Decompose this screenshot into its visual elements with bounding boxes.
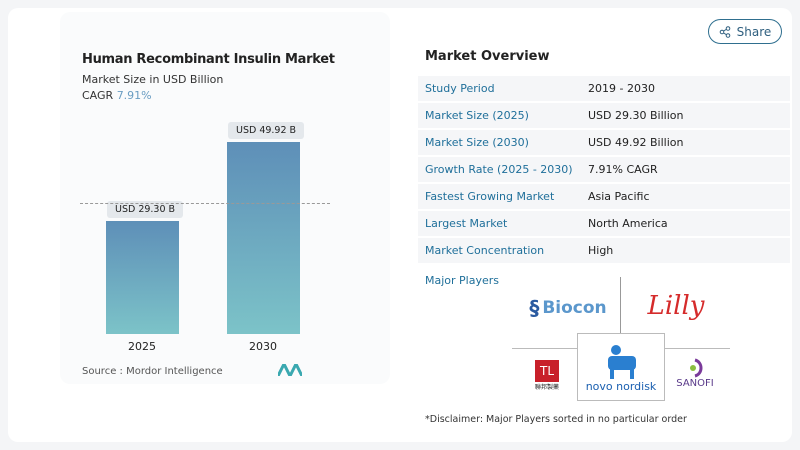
cagr-label: CAGR: [82, 89, 114, 102]
apis-bull-icon: [608, 344, 636, 379]
overview-title: Market Overview: [425, 49, 550, 64]
biocon-logo: § Biocon: [529, 296, 607, 320]
row-value: USD 49.92 Billion: [588, 136, 684, 149]
row-key: Fastest Growing Market: [425, 190, 555, 203]
lilly-logo: Lilly: [647, 291, 705, 321]
novo-nordisk-logo: novo nordisk: [580, 338, 662, 398]
row-value: Asia Pacific: [588, 190, 650, 203]
row-key: Market Size (2030): [425, 136, 529, 149]
row-key: Market Concentration: [425, 244, 545, 257]
data-label: USD 49.92 B: [228, 122, 305, 139]
bar-2030: [227, 142, 300, 334]
sanofi-logo: SANOFI: [670, 352, 720, 394]
row-value: High: [588, 244, 614, 257]
row-key: Growth Rate (2025 - 2030): [425, 163, 573, 176]
row-value: USD 29.30 Billion: [588, 109, 684, 122]
share-label: Share: [736, 24, 772, 39]
row-value: 7.91% CAGR: [588, 163, 658, 176]
row-key: Study Period: [425, 82, 495, 95]
divider: [620, 277, 621, 344]
overview-row: Market Concentration High: [418, 236, 790, 263]
chart-subtitle: Market Size in USD Billion: [82, 73, 224, 86]
sanofi-bird-icon: [690, 358, 703, 377]
mordor-logo-icon: [278, 364, 302, 376]
share-icon: [719, 25, 730, 38]
share-button[interactable]: Share: [708, 19, 782, 44]
overview-row: Fastest Growing Market Asia Pacific: [418, 182, 790, 209]
x-tick-label: 2030: [249, 340, 277, 353]
overview-row: Market Size (2025) USD 29.30 Billion: [418, 101, 790, 128]
bar-2025: [106, 221, 179, 334]
cagr-value: 7.91%: [116, 89, 152, 102]
row-key: Largest Market: [425, 217, 508, 230]
overview-row: Growth Rate (2025 - 2030) 7.91% CAGR: [418, 155, 790, 182]
x-tick-label: 2025: [128, 340, 156, 353]
disclaimer: *Disclaimer: Major Players sorted in no …: [425, 414, 687, 425]
row-value: North America: [588, 217, 668, 230]
major-players-label: Major Players: [425, 274, 499, 287]
cagr: CAGR 7.91%: [82, 89, 152, 102]
row-value: 2019 - 2030: [588, 82, 655, 95]
overview-row: Market Size (2030) USD 49.92 Billion: [418, 128, 790, 155]
overview-row: Study Period 2019 - 2030: [418, 74, 790, 101]
reference-line: [80, 203, 330, 204]
data-label: USD 29.30 B: [107, 201, 184, 219]
united-labs-logo: TL 聯邦製藥: [528, 355, 566, 395]
overview-row: Largest Market North America: [418, 209, 790, 236]
row-key: Market Size (2025): [425, 109, 529, 122]
source: Source : Mordor Intelligence: [82, 366, 223, 377]
chart-title: Human Recombinant Insulin Market: [82, 52, 335, 67]
